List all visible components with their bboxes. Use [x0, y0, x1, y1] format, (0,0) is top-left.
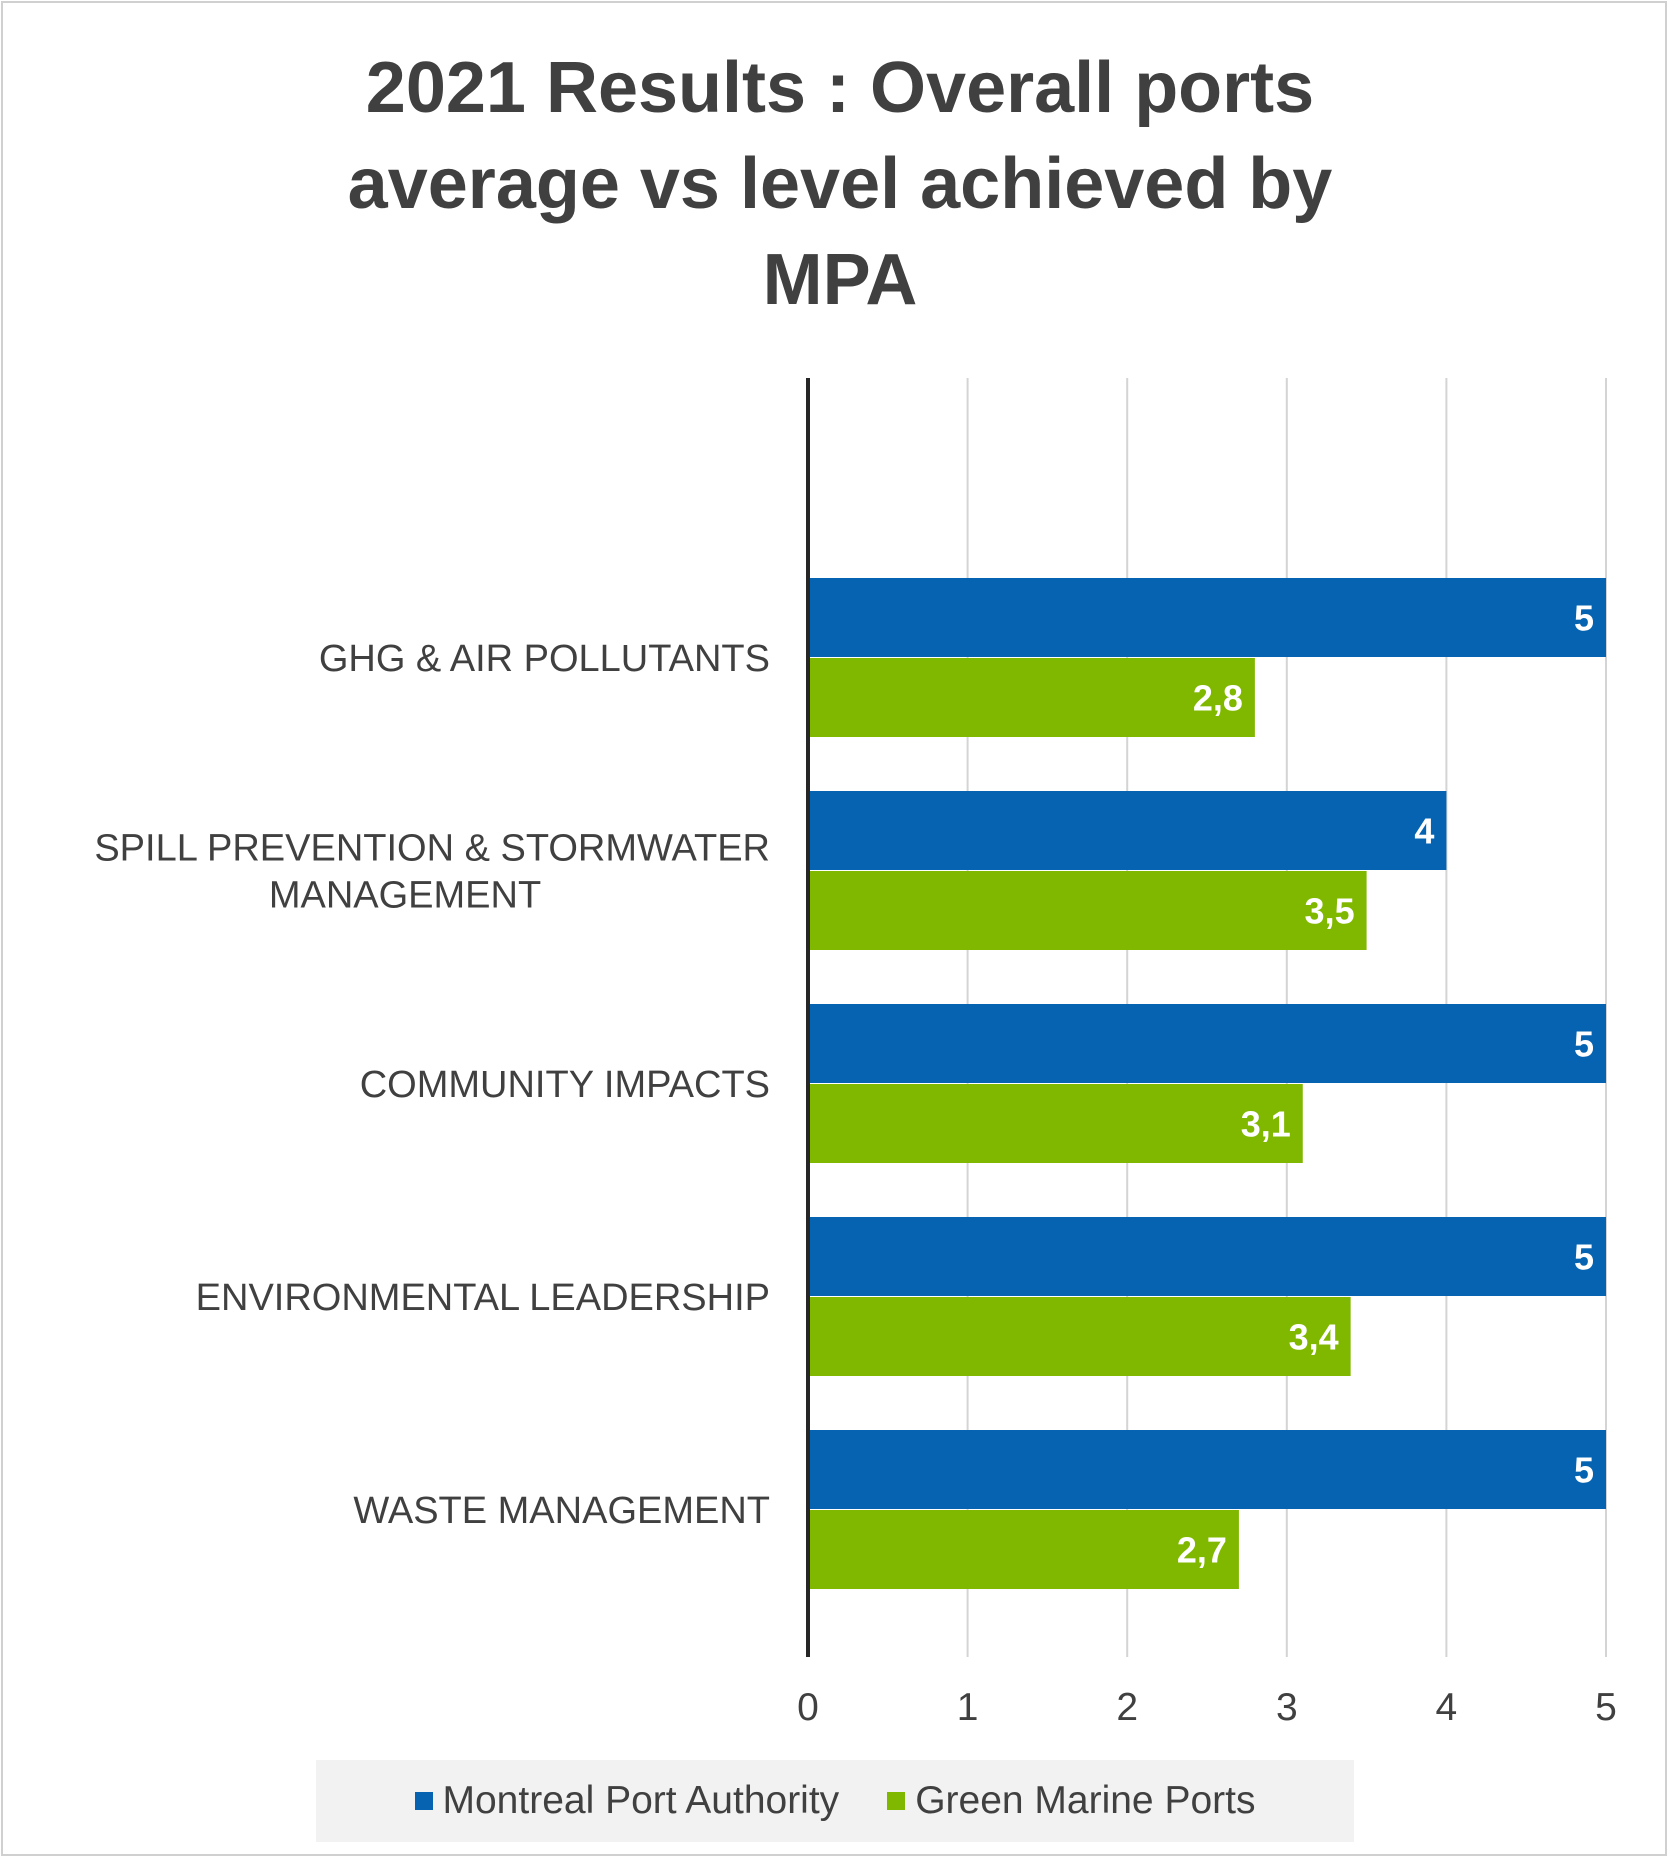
bar [808, 1217, 1606, 1296]
bars: 5 2,8 4 3,5 5 3,1 5 3,4 5 2,7 [808, 578, 1606, 1589]
category-label: WASTE MANAGEMENT [353, 1490, 770, 1532]
bar [808, 1430, 1606, 1509]
data-label: 3,4 [1289, 1317, 1339, 1358]
x-tick-label: 4 [1436, 1686, 1458, 1729]
data-label: 5 [1574, 598, 1594, 639]
bar [808, 578, 1606, 657]
x-tick-labels: 0 1 2 3 4 5 [797, 1686, 1617, 1729]
category-label: SPILL PREVENTION & STORMWATER [94, 828, 770, 870]
chart-title-line: 2021 Results : Overall ports [365, 48, 1315, 128]
bar [808, 658, 1255, 737]
chart-title-line: average vs level achieved by [347, 144, 1333, 224]
category-label: COMMUNITY IMPACTS [360, 1064, 770, 1106]
bar [808, 1084, 1303, 1163]
x-tick-label: 5 [1595, 1686, 1617, 1729]
chart-title: 2021 Results : Overall ports average vs … [240, 40, 1440, 328]
legend-swatch [414, 1792, 433, 1810]
bar [808, 1004, 1606, 1083]
category-label: GHG & AIR POLLUTANTS [319, 638, 770, 680]
legend-label: Montreal Port Authority [442, 1779, 840, 1822]
legend-item-green-marine-ports: Green Marine Ports [887, 1779, 1256, 1823]
data-label: 3,5 [1305, 891, 1355, 932]
data-label: 2,8 [1193, 678, 1243, 719]
category-label: MANAGEMENT [269, 875, 541, 917]
legend-swatch [887, 1792, 906, 1810]
bar [808, 1297, 1351, 1376]
legend-label: Green Marine Ports [915, 1779, 1256, 1822]
category-labels: GHG & AIR POLLUTANTS SPILL PREVENTION & S… [94, 638, 770, 1532]
x-tick-label: 2 [1116, 1686, 1138, 1729]
data-label: 5 [1574, 1237, 1594, 1278]
x-tick-label: 0 [797, 1686, 819, 1729]
bar [808, 1510, 1239, 1589]
chart-title-line: MPA [762, 240, 918, 320]
data-label: 5 [1574, 1450, 1594, 1491]
data-label: 4 [1414, 811, 1434, 852]
data-label: 2,7 [1177, 1530, 1227, 1571]
legend: Montreal Port Authority Green Marine Por… [316, 1760, 1354, 1842]
data-label: 3,1 [1241, 1104, 1291, 1145]
bar [808, 871, 1367, 950]
bar [808, 791, 1447, 870]
x-tick-label: 1 [957, 1686, 979, 1729]
data-label: 5 [1574, 1024, 1594, 1065]
legend-item-montreal-port-authority: Montreal Port Authority [414, 1779, 840, 1823]
x-tick-label: 3 [1276, 1686, 1298, 1729]
category-label: ENVIRONMENTAL LEADERSHIP [196, 1277, 770, 1319]
